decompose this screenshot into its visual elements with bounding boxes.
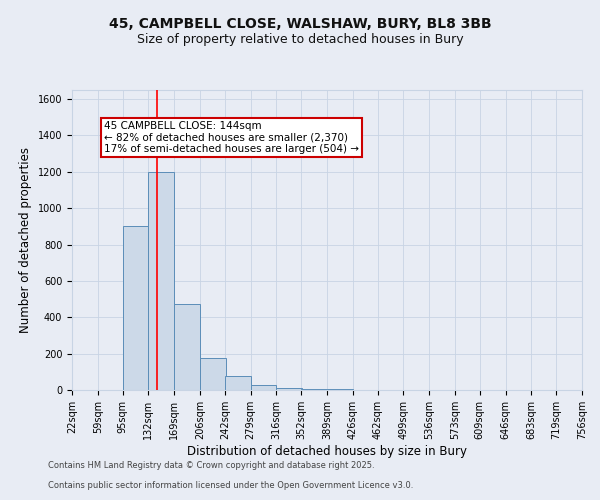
Text: 45, CAMPBELL CLOSE, WALSHAW, BURY, BL8 3BB: 45, CAMPBELL CLOSE, WALSHAW, BURY, BL8 3… [109, 18, 491, 32]
Text: Size of property relative to detached houses in Bury: Size of property relative to detached ho… [137, 32, 463, 46]
Y-axis label: Number of detached properties: Number of detached properties [19, 147, 32, 333]
Bar [301, 389, 327, 390]
Bar [200, 358, 226, 390]
Bar [251, 386, 276, 390]
Text: 45 CAMPBELL CLOSE: 144sqm
← 82% of detached houses are smaller (2,370)
17% of se: 45 CAMPBELL CLOSE: 144sqm ← 82% of detac… [104, 121, 359, 154]
Bar [123, 226, 148, 390]
Bar [174, 304, 200, 390]
Bar [225, 376, 251, 390]
X-axis label: Distribution of detached houses by size in Bury: Distribution of detached houses by size … [187, 444, 467, 458]
Bar [276, 388, 302, 390]
Bar [148, 172, 174, 390]
Text: Contains HM Land Registry data © Crown copyright and database right 2025.: Contains HM Land Registry data © Crown c… [48, 461, 374, 470]
Text: Contains public sector information licensed under the Open Government Licence v3: Contains public sector information licen… [48, 481, 413, 490]
